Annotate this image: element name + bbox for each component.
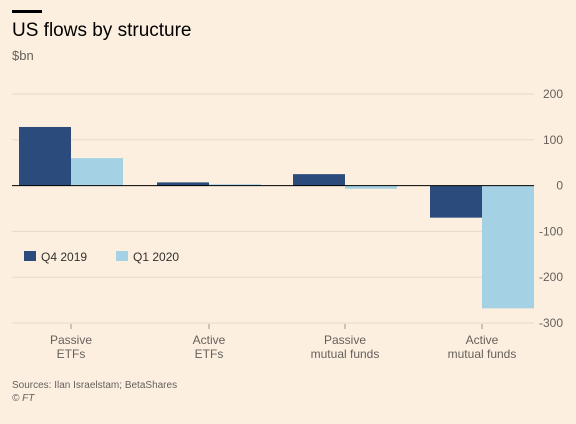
copyright-note: © FT — [12, 393, 35, 404]
y-tick-label: 200 — [543, 87, 563, 101]
y-axis-ticks: 200 100 0 -100 -200 -300 — [539, 87, 563, 330]
chart-title: US flows by structure — [12, 20, 192, 41]
bar — [482, 185, 534, 309]
legend: Q4 2019 Q1 2020 — [24, 250, 179, 264]
bar — [430, 185, 482, 218]
source-note: Sources: Ilan Israelstam; BetaShares — [12, 380, 178, 391]
bar — [345, 185, 397, 189]
y-tick-label: -200 — [539, 270, 563, 284]
x-tick-label: Active — [466, 333, 499, 347]
chart-unit-label: $bn — [12, 48, 34, 63]
bar — [71, 158, 123, 186]
bar — [293, 174, 345, 186]
x-tick-label: Passive — [324, 333, 366, 347]
y-tick-label: -300 — [539, 316, 563, 330]
bars — [19, 126, 534, 309]
x-tick-label: Active — [193, 333, 226, 347]
x-tick-label: ETFs — [57, 347, 86, 361]
x-tick-label: mutual funds — [311, 347, 380, 361]
legend-label: Q1 2020 — [133, 250, 179, 264]
grid-lines — [12, 93, 534, 324]
x-tick-label: ETFs — [195, 347, 224, 361]
header-rule — [12, 10, 42, 13]
bar — [157, 182, 209, 186]
y-tick-label: 100 — [543, 133, 563, 147]
bar — [209, 184, 261, 186]
legend-swatch — [24, 251, 36, 261]
y-tick-label: 0 — [556, 179, 563, 193]
bar — [19, 126, 71, 186]
x-tick-label: mutual funds — [448, 347, 517, 361]
y-tick-label: -100 — [539, 224, 563, 238]
x-tick-label: Passive — [50, 333, 92, 347]
legend-swatch — [116, 251, 128, 261]
legend-label: Q4 2019 — [41, 250, 87, 264]
